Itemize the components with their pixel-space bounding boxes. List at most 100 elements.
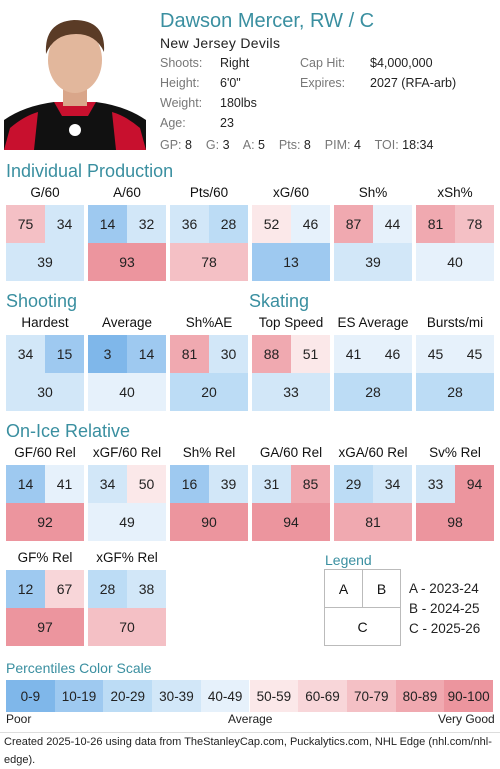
scale-poor-label: Poor xyxy=(6,712,32,726)
on-ice-relative-title: On-Ice Relative xyxy=(6,421,131,441)
legend-title: Legend xyxy=(325,552,372,568)
percentile-cell-a: 34 xyxy=(6,335,45,373)
percentile-cell-b: 28 xyxy=(209,205,248,243)
percentile-cell-c: 92 xyxy=(6,503,84,541)
cap-hit-label: Cap Hit: xyxy=(300,56,346,70)
percentile-cell-c: 13 xyxy=(252,243,330,281)
goals-value: 3 xyxy=(222,138,230,152)
scale-bin: 80-89 xyxy=(395,680,445,712)
expires-value: 2027 (RFA-arb) xyxy=(370,76,457,90)
percentile-cell-b: 46 xyxy=(373,335,412,373)
footer-credits: Created 2025-10-26 using data from TheSt… xyxy=(0,732,500,766)
percentile-cell-b: 39 xyxy=(209,465,248,503)
percentile-cell-a: 14 xyxy=(88,205,127,243)
team-name: New Jersey Devils xyxy=(160,35,281,51)
percentile-cell-c: 28 xyxy=(416,373,494,411)
legend-box-c: C xyxy=(324,607,401,646)
age-label: Age: xyxy=(160,116,186,130)
toi-label: TOI: xyxy=(374,138,399,152)
percentile-cell-b: 41 xyxy=(45,465,84,503)
percentile-cell-a: 88 xyxy=(252,335,291,373)
percentile-cell-a: 45 xyxy=(416,335,455,373)
percentile-cell-a: 33 xyxy=(416,465,455,503)
stat-header: Sv% Rel xyxy=(429,445,481,460)
shoots-value: Right xyxy=(220,56,250,70)
percentile-cell-a: 16 xyxy=(170,465,209,503)
stat-header: xGA/60 Rel xyxy=(338,445,408,460)
percentile-cell-a: 81 xyxy=(170,335,209,373)
stat-header: GA/60 Rel xyxy=(259,445,323,460)
percentile-cell-c: 93 xyxy=(88,243,166,281)
scale-bin: 0-9 xyxy=(6,680,55,712)
legend-box-b: B xyxy=(362,569,401,608)
legend-box-a: A xyxy=(324,569,363,608)
percentile-cell-b: 50 xyxy=(127,465,166,503)
scale-bin: 70-79 xyxy=(346,680,396,712)
age-value: 23 xyxy=(220,116,234,130)
gp-label: GP: xyxy=(160,138,182,152)
pim-label: PIM: xyxy=(324,138,351,152)
percentile-cell-a: 41 xyxy=(334,335,373,373)
stat-header: Top Speed xyxy=(258,315,324,330)
percentile-cell-b: 32 xyxy=(127,205,166,243)
percentile-cell-c: 97 xyxy=(6,608,84,646)
assists-value: 5 xyxy=(258,138,265,152)
stat-header: Bursts/mi xyxy=(426,315,484,330)
scale-bin: 30-39 xyxy=(152,680,201,712)
height-value: 6'0" xyxy=(220,76,241,90)
percentile-cell-c: 81 xyxy=(334,503,412,541)
percentile-cell-a: 28 xyxy=(88,570,127,608)
toi-value: 18:34 xyxy=(402,138,434,152)
percentile-cell-c: 40 xyxy=(88,373,166,411)
stat-header: xGF/60 Rel xyxy=(92,445,162,460)
scale-very-good-label: Very Good xyxy=(438,712,495,726)
scale-bin: 60-69 xyxy=(298,680,347,712)
cap-hit-value: $4,000,000 xyxy=(370,56,433,70)
percentile-cell-b: 34 xyxy=(45,205,84,243)
percentile-cell-c: 49 xyxy=(88,503,166,541)
percentile-cell-a: 81 xyxy=(416,205,455,243)
season-stats-line: GP: 8 G: 3 A: 5 Pts: 8 PIM: 4 TOI: 18:34 xyxy=(160,138,433,152)
percentile-cell-c: 94 xyxy=(252,503,330,541)
expires-label: Expires: xyxy=(300,76,346,90)
scale-bin: 10-19 xyxy=(54,680,104,712)
stat-header: xG/60 xyxy=(272,185,310,200)
assists-label: A: xyxy=(242,138,255,152)
percentile-cell-c: 20 xyxy=(170,373,248,411)
percentile-cell-a: 75 xyxy=(6,205,45,243)
percentile-cell-c: 39 xyxy=(6,243,84,281)
percentile-cell-b: 44 xyxy=(373,205,412,243)
stat-header: G/60 xyxy=(30,185,60,200)
scale-average-label: Average xyxy=(228,712,273,726)
percentile-cell-c: 90 xyxy=(170,503,248,541)
percentile-cell-c: 40 xyxy=(416,243,494,281)
player-photo xyxy=(4,8,146,150)
percentile-cell-b: 67 xyxy=(45,570,84,608)
color-scale-title: Percentiles Color Scale xyxy=(6,660,152,676)
percentile-cell-b: 78 xyxy=(455,205,494,243)
stat-header: Sh%AE xyxy=(185,315,233,330)
shooting-title: Shooting xyxy=(6,291,78,311)
percentile-cell-b: 30 xyxy=(209,335,248,373)
stat-header: Average xyxy=(101,315,153,330)
weight-value: 180lbs xyxy=(220,96,257,110)
individual-production-title: Individual Production xyxy=(6,161,174,181)
legend-desc-b: B - 2024-25 xyxy=(409,601,480,616)
stat-header: xSh% xyxy=(437,185,473,200)
percentile-cell-c: 70 xyxy=(88,608,166,646)
stat-header: ES Average xyxy=(337,315,409,330)
stat-header: GF% Rel xyxy=(17,550,73,565)
percentile-cell-b: 15 xyxy=(45,335,84,373)
pim-value: 4 xyxy=(353,138,361,152)
skating-title: Skating xyxy=(249,291,310,311)
points-label: Pts: xyxy=(278,138,301,152)
percentile-cell-c: 33 xyxy=(252,373,330,411)
percentile-cell-c: 98 xyxy=(416,503,494,541)
percentile-cell-a: 12 xyxy=(6,570,45,608)
percentile-cell-b: 34 xyxy=(373,465,412,503)
percentile-cell-a: 34 xyxy=(88,465,127,503)
scale-bin: 90-100 xyxy=(444,680,493,712)
percentile-cell-b: 14 xyxy=(127,335,166,373)
percentile-cell-a: 52 xyxy=(252,205,291,243)
percentile-cell-c: 39 xyxy=(334,243,412,281)
